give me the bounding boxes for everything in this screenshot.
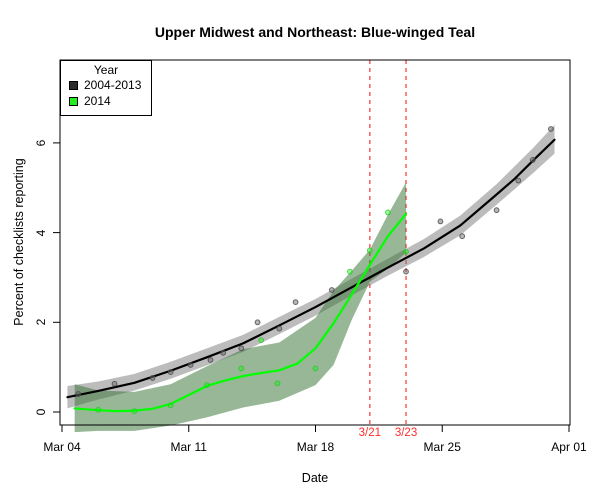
x-tick-label-mar04: Mar 04 [43, 440, 81, 454]
x-axis-label: Date [301, 471, 329, 485]
legend-item-label-2014: 2014 [84, 94, 111, 108]
legend-title: Year [93, 63, 119, 77]
y-tick-label-2: 2 [34, 318, 48, 326]
legend-swatch-2014 [69, 96, 78, 106]
y-tick-label-6: 6 [34, 139, 48, 147]
legend-swatch-2004-2013 [69, 80, 78, 90]
x-tick-label-mar18: Mar 18 [296, 440, 335, 454]
x-tick-label-mar11: Mar 11 [170, 440, 207, 454]
legend-item-2004-2013: 2004-2013 [61, 77, 151, 93]
x-tick-label-apr01: Apr 01 [551, 440, 587, 454]
y-axis-label: Percent of checklists reporting [12, 158, 26, 326]
chart-title: Upper Midwest and Northeast: Blue-winged… [154, 24, 476, 40]
legend-item-label-2004-2013: 2004-2013 [84, 78, 142, 92]
vline-label-3-21: 3/21 [358, 427, 382, 439]
y-tick-label-0: 0 [34, 408, 48, 416]
legend-item-2014: 2014 [61, 93, 151, 109]
legend: Year 2004-2013 2014 [60, 60, 152, 116]
y-tick-label-4: 4 [34, 229, 48, 236]
vline-label-3-23: 3/23 [394, 427, 418, 439]
x-tick-label-mar25: Mar 25 [423, 440, 461, 454]
